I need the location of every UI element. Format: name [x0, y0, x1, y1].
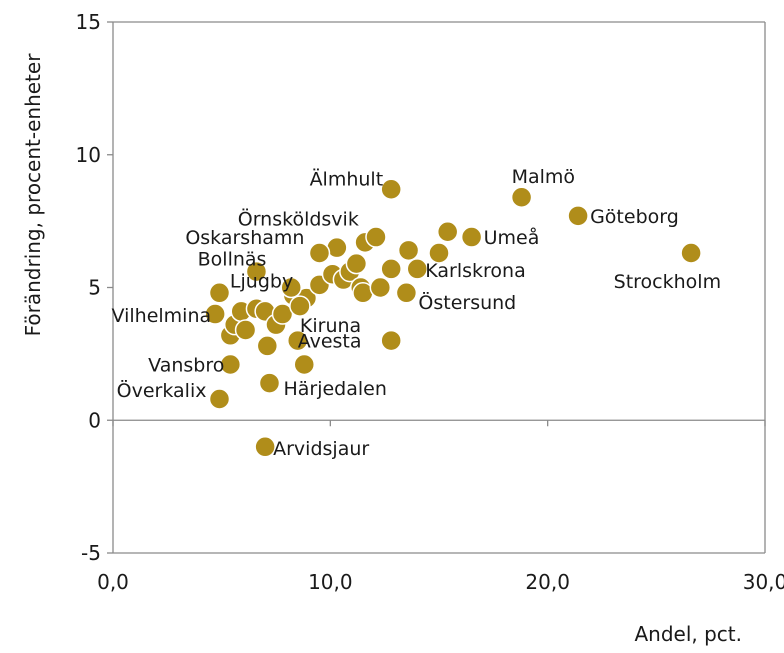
point-label: Östersund: [418, 291, 516, 314]
data-point: [245, 260, 268, 283]
data-point: [380, 329, 402, 352]
y-tick-label: 0: [88, 408, 101, 432]
data-point: [380, 178, 402, 201]
data-point: [208, 282, 231, 304]
y-tick-label: 15: [76, 10, 101, 34]
data-point: [254, 436, 276, 458]
point-label: Vansbro: [148, 354, 224, 376]
point-label: Malmö: [512, 166, 575, 188]
point-labels: Älmhult Malmö Göteborg Örnsköldsvik Umeå Stro…: [112, 166, 722, 460]
data-point: [345, 252, 368, 275]
point-label: Strockholm: [614, 271, 721, 293]
data-point: [286, 329, 309, 352]
data-point: [289, 295, 311, 317]
point-label: Ljugby: [230, 271, 293, 293]
data-points: [204, 178, 702, 458]
y-tick-label: 5: [88, 276, 101, 300]
data-point: [436, 220, 459, 243]
data-point: [280, 276, 302, 299]
data-point: [406, 258, 429, 280]
data-point: [428, 242, 450, 264]
y-tick-label: 10: [76, 143, 101, 167]
data-point: [293, 353, 316, 376]
data-point: [365, 226, 387, 248]
data-point: [380, 258, 402, 280]
data-point: [460, 226, 483, 248]
point-label: Härjedalen: [283, 378, 386, 400]
data-point: [271, 303, 294, 325]
data-point: [258, 372, 281, 394]
point-label: Oskarshamn: [185, 227, 304, 249]
point-label: Umeå: [484, 226, 540, 249]
data-point: [369, 276, 392, 299]
data-point: [256, 335, 279, 357]
x-tick-label: 0,0: [97, 570, 129, 594]
point-label: Bollnäs: [198, 249, 267, 271]
point-label: Örnsköldsvik: [238, 208, 359, 231]
data-point: [308, 242, 331, 264]
point-label: Arvidsjaur: [273, 438, 369, 460]
point-label: Kiruna: [300, 315, 361, 337]
x-tick-label: 30,0: [743, 570, 784, 594]
x-axis-ticks: 0,0 10,0 20,0 30,0: [97, 420, 784, 594]
x-axis-title: Andel, pct.: [634, 622, 742, 646]
y-tick-label: -5: [81, 541, 101, 565]
data-point: [204, 303, 226, 325]
data-point: [680, 242, 702, 264]
point-label: Avesta: [298, 331, 362, 353]
x-tick-label: 20,0: [525, 570, 570, 594]
y-axis-title: Förändring, procent-enheter: [21, 53, 45, 337]
point-label: Vilhelmina: [112, 305, 212, 327]
data-point: [395, 282, 418, 304]
data-point: [397, 239, 420, 262]
x-tick-label: 10,0: [308, 570, 353, 594]
data-point: [219, 353, 242, 376]
data-point: [567, 205, 589, 227]
point-label: Göteborg: [590, 206, 679, 228]
y-axis-ticks: 15 10 5 0 -5: [76, 10, 113, 565]
point-label: Överkalix: [117, 379, 207, 402]
data-point: [208, 388, 231, 410]
point-label: Karlskrona: [425, 260, 525, 282]
data-point: [234, 319, 257, 341]
point-label: Älmhult: [310, 167, 384, 190]
data-point: [510, 186, 533, 208]
